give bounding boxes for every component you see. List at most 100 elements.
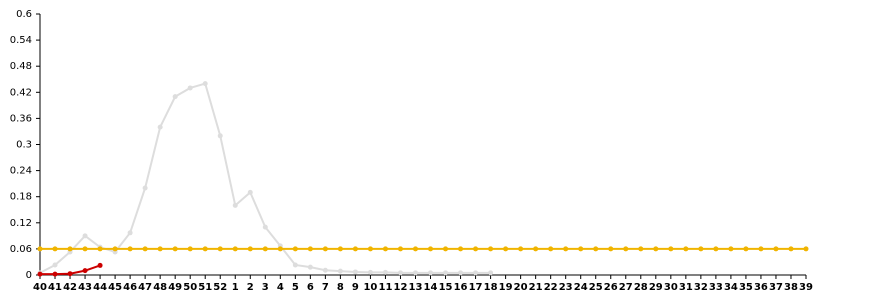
- point: [232, 246, 238, 252]
- point: [67, 271, 73, 277]
- point: [37, 271, 43, 277]
- point: [157, 124, 163, 130]
- y-tick-label: 0.18: [10, 192, 32, 203]
- point: [788, 246, 794, 252]
- x-tick-label: 19: [499, 282, 513, 293]
- point: [638, 246, 644, 252]
- point: [82, 233, 88, 239]
- x-tick-label: 2: [247, 282, 254, 293]
- point: [307, 246, 313, 252]
- point: [382, 269, 388, 275]
- point: [52, 271, 58, 277]
- x-tick-label: 39: [799, 282, 813, 293]
- point: [52, 262, 58, 268]
- point: [412, 270, 418, 276]
- point: [488, 246, 494, 252]
- x-tick-label: 10: [363, 282, 377, 293]
- point: [397, 270, 403, 276]
- x-tick-label: 8: [337, 282, 344, 293]
- x-tick-label: 37: [769, 282, 783, 293]
- point: [112, 246, 118, 252]
- x-tick-label: 35: [739, 282, 753, 293]
- x-tick-label: 25: [589, 282, 603, 293]
- point: [157, 246, 163, 252]
- point: [773, 246, 779, 252]
- point: [352, 269, 358, 275]
- point: [127, 246, 133, 252]
- point: [473, 270, 479, 276]
- point: [382, 246, 388, 252]
- y-tick-label: 0.24: [10, 166, 32, 177]
- x-tick-label: 6: [307, 282, 314, 293]
- point: [548, 246, 554, 252]
- point: [533, 246, 539, 252]
- x-tick-label: 43: [78, 282, 92, 293]
- x-tick-label: 11: [378, 282, 392, 293]
- point: [428, 246, 434, 252]
- x-tick-label: 12: [394, 282, 408, 293]
- point: [202, 246, 208, 252]
- x-tick-label: 28: [634, 282, 648, 293]
- point: [713, 246, 719, 252]
- point: [217, 133, 223, 139]
- x-tick-label: 9: [352, 282, 359, 293]
- point: [803, 246, 809, 252]
- point: [397, 246, 403, 252]
- x-tick-label: 52: [213, 282, 227, 293]
- point: [698, 246, 704, 252]
- x-tick-label: 51: [198, 282, 212, 293]
- point: [217, 246, 223, 252]
- point: [82, 246, 88, 252]
- y-tick-label: 0: [26, 270, 32, 281]
- x-tick-label: 13: [409, 282, 423, 293]
- point: [428, 270, 434, 276]
- point: [337, 246, 343, 252]
- x-tick-label: 44: [93, 282, 107, 293]
- y-tick-label: 0.06: [10, 244, 32, 255]
- point: [458, 270, 464, 276]
- point: [563, 246, 569, 252]
- point: [97, 262, 103, 268]
- point: [127, 230, 133, 236]
- point: [668, 246, 674, 252]
- y-tick-label: 0.48: [10, 61, 32, 72]
- x-tick-label: 41: [48, 282, 62, 293]
- x-tick-label: 29: [649, 282, 663, 293]
- point: [352, 246, 358, 252]
- x-tick-label: 1: [232, 282, 239, 293]
- x-tick-label: 34: [724, 282, 738, 293]
- x-tick-label: 47: [138, 282, 152, 293]
- point: [623, 246, 629, 252]
- series-line: [39, 82, 491, 274]
- y-tick-label: 0.12: [10, 218, 32, 229]
- y-tick-label: 0.42: [10, 87, 32, 98]
- point: [307, 264, 313, 270]
- x-tick-label: 42: [63, 282, 77, 293]
- x-tick-label: 38: [784, 282, 798, 293]
- point: [232, 202, 238, 208]
- point: [172, 246, 178, 252]
- point: [683, 246, 689, 252]
- point: [728, 246, 734, 252]
- point: [247, 189, 253, 195]
- x-tick-label: 24: [574, 282, 588, 293]
- y-tick-label: 0.54: [10, 35, 32, 46]
- point: [518, 246, 524, 252]
- x-tick-label: 50: [183, 282, 197, 293]
- x-tick-label: 20: [514, 282, 528, 293]
- point: [593, 246, 599, 252]
- point: [653, 246, 659, 252]
- point: [202, 81, 208, 87]
- x-tick-label: 48: [153, 282, 167, 293]
- x-tick-label: 22: [544, 282, 558, 293]
- x-tick-label: 3: [262, 282, 269, 293]
- y-tick-label: 0.6: [16, 9, 32, 20]
- x-tick-label: 17: [469, 282, 483, 293]
- point: [292, 246, 298, 252]
- point: [758, 246, 764, 252]
- x-tick-label: 26: [604, 282, 618, 293]
- x-tick-label: 30: [664, 282, 678, 293]
- point: [262, 224, 268, 230]
